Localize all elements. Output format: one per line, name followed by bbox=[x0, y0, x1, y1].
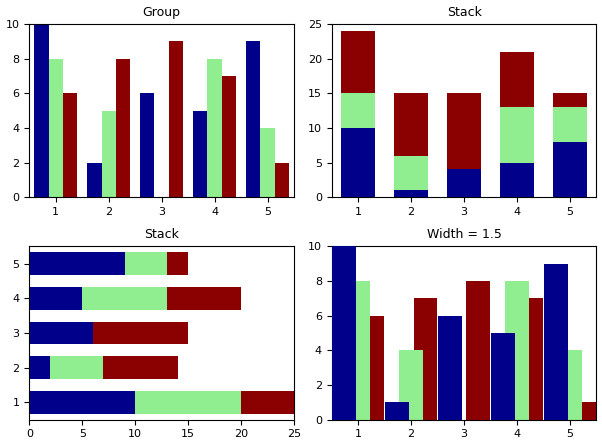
Title: Stack: Stack bbox=[144, 228, 179, 241]
Bar bbox=[491, 333, 515, 420]
Bar bbox=[125, 252, 167, 275]
Bar bbox=[29, 287, 82, 310]
Bar bbox=[275, 162, 289, 197]
Bar bbox=[414, 299, 437, 420]
Bar bbox=[558, 350, 582, 420]
Bar bbox=[553, 107, 587, 142]
Bar bbox=[246, 41, 261, 197]
Bar bbox=[29, 252, 125, 275]
Bar bbox=[500, 162, 534, 197]
Bar bbox=[447, 170, 481, 197]
Bar bbox=[261, 128, 275, 197]
Bar bbox=[544, 264, 568, 420]
Bar bbox=[447, 93, 481, 170]
Bar bbox=[500, 107, 534, 162]
Bar bbox=[500, 52, 534, 107]
Bar bbox=[399, 350, 423, 420]
Bar bbox=[169, 41, 183, 197]
Bar bbox=[346, 281, 370, 420]
Bar bbox=[104, 356, 178, 379]
Bar bbox=[520, 299, 543, 420]
Bar bbox=[361, 316, 385, 420]
Bar bbox=[208, 59, 222, 197]
Bar bbox=[341, 93, 376, 128]
Bar bbox=[140, 93, 155, 197]
Bar bbox=[102, 110, 116, 197]
Bar bbox=[93, 322, 188, 344]
Bar bbox=[438, 316, 462, 420]
Bar bbox=[29, 322, 93, 344]
Bar bbox=[193, 110, 208, 197]
Bar bbox=[34, 24, 49, 197]
Bar bbox=[394, 93, 429, 156]
Bar bbox=[167, 252, 188, 275]
Bar bbox=[29, 391, 135, 414]
Bar bbox=[341, 128, 376, 197]
Bar bbox=[116, 59, 130, 197]
Bar bbox=[167, 287, 241, 310]
Bar bbox=[51, 356, 104, 379]
Bar bbox=[332, 247, 356, 420]
Bar bbox=[241, 391, 294, 414]
Bar bbox=[385, 402, 409, 420]
Bar bbox=[394, 156, 429, 190]
Bar bbox=[394, 190, 429, 197]
Title: Group: Group bbox=[143, 5, 181, 19]
Title: Width = 1.5: Width = 1.5 bbox=[427, 228, 501, 241]
Bar bbox=[63, 93, 77, 197]
Bar bbox=[135, 391, 241, 414]
Bar bbox=[49, 59, 63, 197]
Bar bbox=[29, 356, 51, 379]
Bar bbox=[467, 281, 490, 420]
Title: Stack: Stack bbox=[447, 5, 482, 19]
Bar bbox=[87, 162, 102, 197]
Bar bbox=[553, 142, 587, 197]
Bar bbox=[341, 31, 376, 93]
Bar bbox=[505, 281, 529, 420]
Bar bbox=[553, 93, 587, 107]
Bar bbox=[573, 402, 596, 420]
Bar bbox=[222, 76, 236, 197]
Bar bbox=[82, 287, 167, 310]
